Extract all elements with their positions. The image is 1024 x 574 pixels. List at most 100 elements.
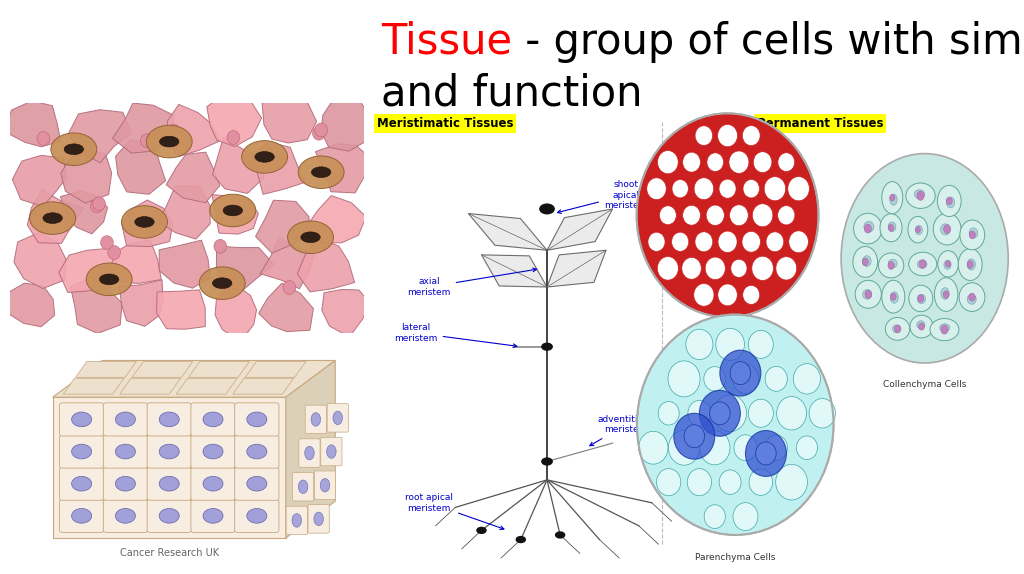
Circle shape — [764, 177, 785, 201]
Circle shape — [778, 153, 795, 172]
Text: adventitious
meristem: adventitious meristem — [590, 415, 654, 445]
Polygon shape — [111, 240, 162, 284]
Ellipse shape — [910, 315, 933, 338]
Ellipse shape — [888, 222, 896, 232]
Circle shape — [809, 398, 836, 428]
Circle shape — [283, 281, 296, 294]
Ellipse shape — [940, 324, 950, 332]
FancyBboxPatch shape — [314, 471, 336, 499]
Polygon shape — [159, 240, 210, 288]
Circle shape — [729, 205, 749, 226]
FancyBboxPatch shape — [293, 472, 313, 501]
Circle shape — [862, 258, 868, 266]
Circle shape — [890, 195, 895, 201]
Ellipse shape — [918, 294, 926, 304]
FancyBboxPatch shape — [234, 467, 279, 501]
Circle shape — [756, 442, 776, 465]
Ellipse shape — [968, 294, 976, 304]
Polygon shape — [159, 186, 210, 239]
Ellipse shape — [305, 447, 314, 460]
Ellipse shape — [327, 445, 336, 458]
Polygon shape — [252, 142, 305, 195]
Circle shape — [672, 180, 688, 198]
FancyBboxPatch shape — [234, 499, 279, 533]
Circle shape — [90, 199, 103, 213]
Ellipse shape — [247, 476, 267, 491]
Circle shape — [705, 505, 725, 529]
Polygon shape — [166, 152, 220, 203]
Circle shape — [108, 246, 121, 259]
Circle shape — [742, 231, 761, 252]
Ellipse shape — [116, 509, 135, 523]
Ellipse shape — [288, 221, 334, 254]
Polygon shape — [212, 137, 264, 193]
Polygon shape — [207, 94, 261, 146]
Circle shape — [695, 232, 713, 252]
Ellipse shape — [854, 214, 882, 244]
Ellipse shape — [159, 444, 179, 459]
Circle shape — [734, 435, 757, 461]
Ellipse shape — [247, 444, 267, 459]
Ellipse shape — [938, 251, 958, 277]
Polygon shape — [468, 214, 547, 250]
Circle shape — [648, 232, 665, 251]
Circle shape — [657, 257, 678, 280]
FancyBboxPatch shape — [305, 405, 327, 433]
Polygon shape — [120, 280, 163, 326]
FancyBboxPatch shape — [234, 403, 279, 436]
Circle shape — [891, 293, 896, 300]
Text: shoot
apical
meristem: shoot apical meristem — [557, 180, 647, 214]
Circle shape — [683, 205, 700, 225]
Polygon shape — [122, 200, 173, 247]
Circle shape — [718, 125, 737, 147]
Ellipse shape — [906, 183, 935, 208]
Circle shape — [919, 323, 925, 330]
Circle shape — [742, 285, 760, 304]
Circle shape — [637, 113, 818, 317]
Polygon shape — [297, 238, 354, 292]
Circle shape — [750, 469, 772, 495]
Circle shape — [864, 224, 871, 233]
Text: and function: and function — [381, 72, 643, 114]
Circle shape — [888, 261, 894, 269]
Polygon shape — [120, 378, 180, 394]
Circle shape — [775, 464, 808, 500]
Circle shape — [754, 152, 772, 173]
Circle shape — [776, 257, 797, 280]
Polygon shape — [176, 378, 237, 394]
Circle shape — [719, 470, 741, 494]
Circle shape — [915, 227, 921, 233]
Ellipse shape — [65, 144, 84, 154]
Ellipse shape — [862, 289, 871, 299]
Ellipse shape — [890, 194, 897, 205]
Ellipse shape — [969, 228, 978, 238]
Text: Tissue: Tissue — [381, 21, 512, 63]
Circle shape — [672, 232, 689, 251]
Polygon shape — [256, 200, 309, 253]
FancyBboxPatch shape — [147, 467, 191, 501]
FancyBboxPatch shape — [147, 499, 191, 533]
Ellipse shape — [959, 220, 985, 250]
Text: lateral
meristem: lateral meristem — [394, 323, 517, 347]
Circle shape — [656, 468, 681, 496]
Polygon shape — [76, 362, 136, 377]
FancyBboxPatch shape — [59, 435, 103, 468]
Text: Cancer Research UK: Cancer Research UK — [120, 548, 219, 558]
Polygon shape — [52, 397, 286, 538]
Circle shape — [699, 430, 730, 465]
Ellipse shape — [72, 444, 91, 459]
Circle shape — [797, 436, 817, 460]
Circle shape — [706, 257, 725, 280]
Ellipse shape — [941, 288, 949, 300]
Circle shape — [92, 197, 105, 211]
Ellipse shape — [242, 141, 288, 173]
Ellipse shape — [933, 213, 961, 245]
FancyBboxPatch shape — [190, 499, 236, 533]
FancyBboxPatch shape — [299, 439, 321, 467]
Ellipse shape — [890, 292, 898, 303]
Ellipse shape — [99, 274, 119, 285]
Circle shape — [888, 224, 894, 231]
Circle shape — [658, 402, 679, 425]
Circle shape — [227, 131, 240, 145]
Ellipse shape — [853, 246, 878, 277]
